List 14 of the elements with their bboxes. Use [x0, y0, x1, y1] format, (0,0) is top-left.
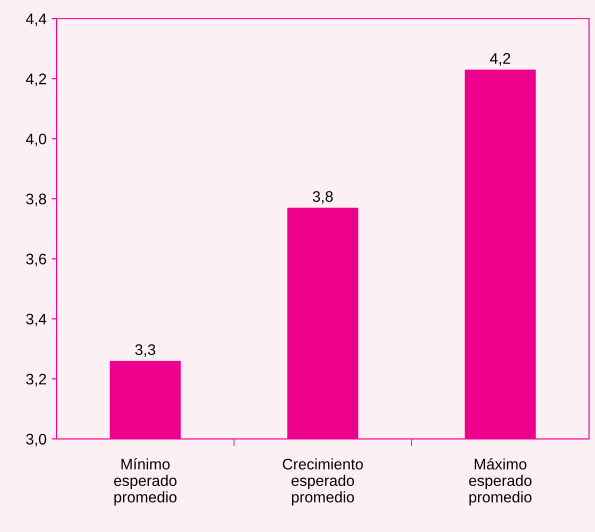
- y-tick-label: 3,4: [26, 314, 46, 326]
- y-tick-label: 4,2: [26, 74, 46, 86]
- x-tick-label: Crecimiento esperado promedio: [282, 458, 363, 506]
- y-tick-label: 3,6: [26, 254, 46, 266]
- x-tick-label: Mínimo esperado promedio: [114, 458, 176, 506]
- x-tick-label: Máximo esperado promedio: [469, 458, 532, 506]
- y-tick-label: 3,2: [26, 374, 46, 386]
- data-label: 4,2: [490, 53, 510, 66]
- y-tick-label: 3,8: [26, 194, 46, 206]
- y-tick-label: 4,0: [26, 134, 46, 146]
- data-label: 3,8: [312, 191, 333, 204]
- data-label: 3,3: [135, 344, 156, 357]
- y-tick-label: 4,4: [26, 14, 46, 26]
- y-tick-label: 3,0: [26, 434, 46, 446]
